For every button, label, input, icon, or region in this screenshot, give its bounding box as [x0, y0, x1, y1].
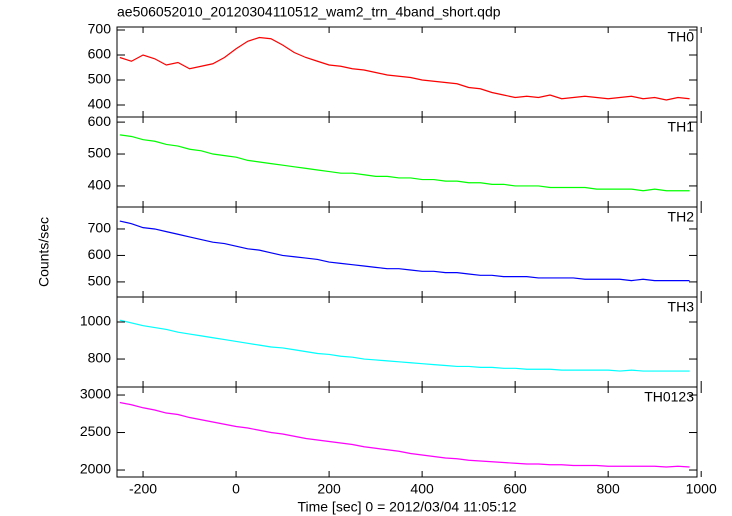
y-tick-label: 500: [88, 145, 112, 161]
y-tick-label: 700: [88, 21, 112, 37]
panel-frame: [116, 296, 698, 388]
x-axis-label: Time [sec] 0 = 2012/03/04 11:05:12: [297, 499, 516, 515]
y-tick-label: 3000: [80, 386, 111, 402]
panel-label: TH1: [668, 119, 695, 135]
y-axis-label: Counts/sec: [36, 217, 52, 287]
series-line: [119, 319, 690, 372]
x-tick-label: 400: [410, 481, 434, 497]
panel-frame: [116, 26, 698, 118]
y-tick-label: 500: [88, 71, 112, 87]
panel-label: TH0: [668, 29, 695, 45]
panel-frame: [116, 206, 698, 298]
y-tick-label: 700: [88, 220, 112, 236]
y-tick-label: 1000: [80, 313, 111, 329]
y-tick-label: 2500: [80, 423, 111, 439]
series-line: [119, 401, 690, 468]
y-tick-label: 400: [88, 177, 112, 193]
y-tick-label: 800: [88, 350, 112, 366]
panel-label: TH2: [668, 209, 695, 225]
chart-title: ae506052010_20120304110512_wam2_trn_4ban…: [117, 4, 501, 20]
panel-frame: [116, 386, 698, 478]
y-tick-label: 600: [88, 246, 112, 262]
x-tick-label: 1000: [686, 481, 717, 497]
x-tick-label: -200: [129, 481, 157, 497]
y-tick-label: 400: [88, 96, 112, 112]
x-tick-label: 200: [317, 481, 341, 497]
y-tick-label: 600: [88, 113, 112, 129]
x-tick-label: 0: [232, 481, 240, 497]
y-tick-label: 2000: [80, 461, 111, 477]
panel-label: TH3: [668, 299, 695, 315]
series-line: [119, 36, 690, 101]
panel-frame: [116, 116, 698, 208]
series-line: [119, 220, 690, 282]
panel-label: TH0123: [644, 389, 694, 405]
y-tick-label: 600: [88, 46, 112, 62]
x-tick-label: 800: [596, 481, 620, 497]
y-tick-label: 500: [88, 273, 112, 289]
series-line: [119, 134, 690, 192]
x-tick-label: 600: [503, 481, 527, 497]
